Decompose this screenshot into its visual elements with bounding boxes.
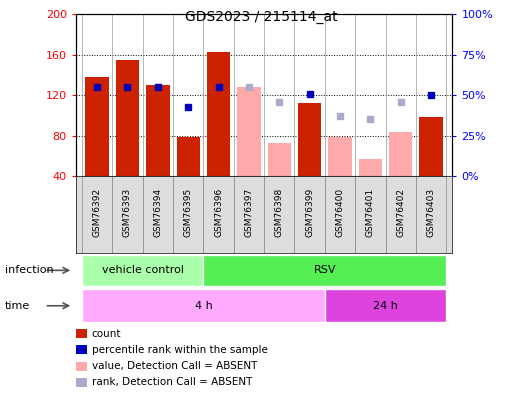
Text: GSM76393: GSM76393	[123, 188, 132, 237]
Bar	[419, 117, 443, 176]
Bar	[146, 85, 169, 176]
Bar	[325, 289, 446, 322]
Bar	[203, 176, 234, 253]
Bar	[176, 137, 200, 176]
Bar	[328, 137, 352, 176]
Text: GSM76395: GSM76395	[184, 188, 192, 237]
Bar	[116, 60, 139, 176]
Text: vehicle control: vehicle control	[101, 265, 184, 275]
Text: GSM76400: GSM76400	[336, 188, 345, 237]
Text: GSM76396: GSM76396	[214, 188, 223, 237]
Bar	[416, 176, 446, 253]
Bar	[82, 255, 203, 286]
Text: GSM76403: GSM76403	[427, 188, 436, 237]
Text: infection: infection	[5, 265, 54, 275]
Text: GSM76397: GSM76397	[244, 188, 254, 237]
Bar	[268, 143, 291, 176]
Text: value, Detection Call = ABSENT: value, Detection Call = ABSENT	[92, 361, 257, 371]
Bar	[82, 289, 325, 322]
Bar	[237, 87, 260, 176]
Text: GSM76401: GSM76401	[366, 188, 375, 237]
Text: percentile rank within the sample: percentile rank within the sample	[92, 345, 267, 355]
Text: GDS2023 / 215114_at: GDS2023 / 215114_at	[185, 10, 338, 24]
Bar	[82, 176, 112, 253]
Text: 24 h: 24 h	[373, 301, 398, 311]
Bar	[207, 52, 230, 176]
Bar	[85, 77, 109, 176]
Text: GSM76392: GSM76392	[93, 188, 101, 237]
Text: GSM76394: GSM76394	[153, 188, 162, 237]
Bar	[173, 176, 203, 253]
Bar	[325, 176, 355, 253]
Bar	[143, 176, 173, 253]
Bar	[359, 159, 382, 176]
Text: time: time	[5, 301, 30, 311]
Bar	[112, 176, 143, 253]
Text: count: count	[92, 329, 121, 339]
Bar	[234, 176, 264, 253]
Text: 4 h: 4 h	[195, 301, 212, 311]
Bar	[389, 132, 413, 176]
Text: rank, Detection Call = ABSENT: rank, Detection Call = ABSENT	[92, 377, 252, 387]
Bar	[264, 176, 294, 253]
Bar	[385, 176, 416, 253]
Bar	[203, 255, 446, 286]
Text: GSM76399: GSM76399	[305, 188, 314, 237]
Bar	[298, 103, 321, 176]
Bar	[355, 176, 385, 253]
Bar	[294, 176, 325, 253]
Text: GSM76398: GSM76398	[275, 188, 284, 237]
Text: RSV: RSV	[314, 265, 336, 275]
Text: GSM76402: GSM76402	[396, 188, 405, 237]
